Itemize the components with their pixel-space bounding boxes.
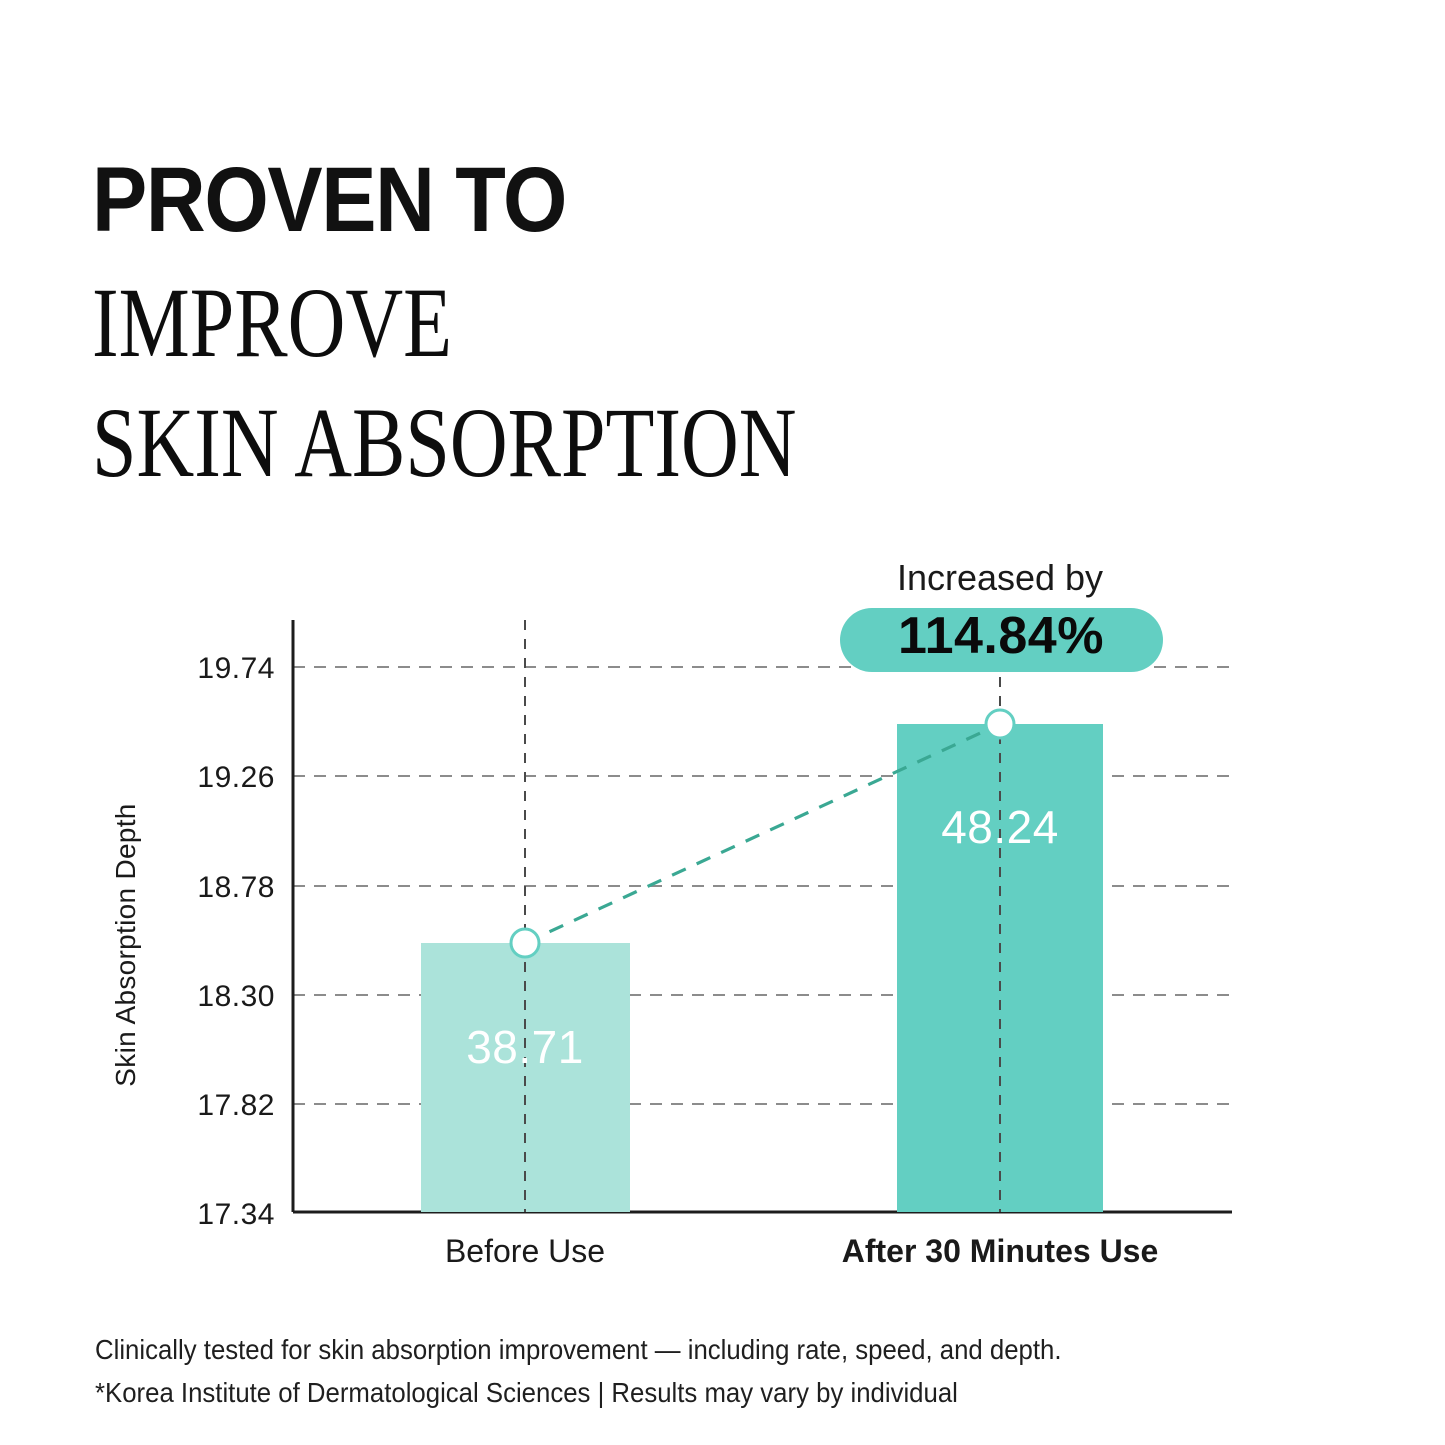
y-axis-title: Skin Absorption Depth — [110, 803, 141, 1086]
trend-connector-line — [524, 722, 1001, 945]
headline-block: PROVEN TO IMPROVE SKIN ABSORPTION — [92, 149, 1192, 499]
headline-line-1: PROVEN TO — [92, 149, 567, 251]
ytick-label-4: 17.82 — [197, 1089, 275, 1122]
bar-value-before-use: 38.71 — [466, 1021, 584, 1073]
marker-before-use — [509, 927, 541, 959]
ytick-label-1: 19.26 — [197, 761, 275, 794]
ytick-label-3: 18.30 — [197, 980, 275, 1013]
badge-caption: Increased by — [897, 557, 1103, 598]
marker-after-30-minutes-use — [984, 708, 1016, 740]
increase-badge-pill — [840, 608, 1163, 672]
footnote-block: Clinically tested for skin absorption im… — [95, 1328, 1345, 1415]
footnote-line-2: *Korea Institute of Dermatological Scien… — [95, 1377, 958, 1409]
ytick-label-0: 19.74 — [197, 652, 275, 685]
xtick-label-after-30-minutes-use: After 30 Minutes Use — [842, 1233, 1159, 1269]
xtick-label-before-use: Before Use — [445, 1233, 605, 1269]
increase-badge-value: 114.84% — [898, 607, 1104, 665]
footnote-line-1: Clinically tested for skin absorption im… — [95, 1334, 1062, 1365]
headline-line-3: SKIN ABSORPTION — [92, 387, 797, 499]
ytick-label-5: 17.34 — [197, 1198, 275, 1231]
ytick-label-2: 18.78 — [197, 871, 275, 904]
bar-value-after-30-minutes-use: 48.24 — [941, 801, 1059, 853]
headline-line-2: IMPROVE — [92, 267, 453, 379]
